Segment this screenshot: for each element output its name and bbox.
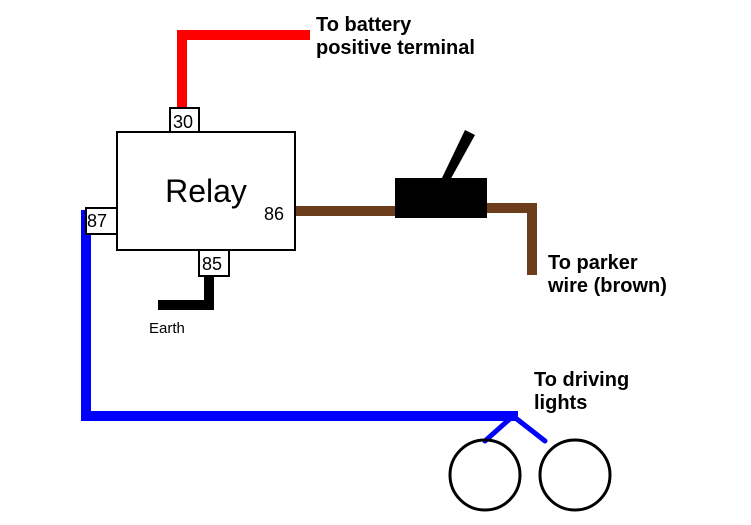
label-battery: To batterypositive terminal: [316, 14, 475, 60]
label-earth: Earth: [149, 320, 185, 337]
driving-light-right: [540, 440, 610, 510]
wire-split-right: [513, 416, 545, 441]
pin-87-label: 87: [87, 211, 107, 232]
pin-86-label: 86: [264, 204, 284, 225]
relay-wiring-diagram: Relay 30 87 85 86 To batterypositive ter…: [0, 0, 751, 525]
toggle-switch-body: [395, 178, 487, 218]
wire-switch-parker: [487, 208, 532, 270]
driving-light-left: [450, 440, 520, 510]
wire-30-battery: [182, 35, 305, 108]
relay-label: Relay: [165, 173, 247, 210]
label-driving: To drivinglights: [534, 369, 629, 415]
wire-85-earth: [163, 276, 209, 305]
label-parker: To parkerwire (brown): [548, 252, 667, 298]
toggle-switch-lever: [441, 130, 475, 182]
pin-30-label: 30: [173, 112, 193, 133]
pin-85-label: 85: [202, 254, 222, 275]
relay-box: Relay: [116, 131, 296, 251]
